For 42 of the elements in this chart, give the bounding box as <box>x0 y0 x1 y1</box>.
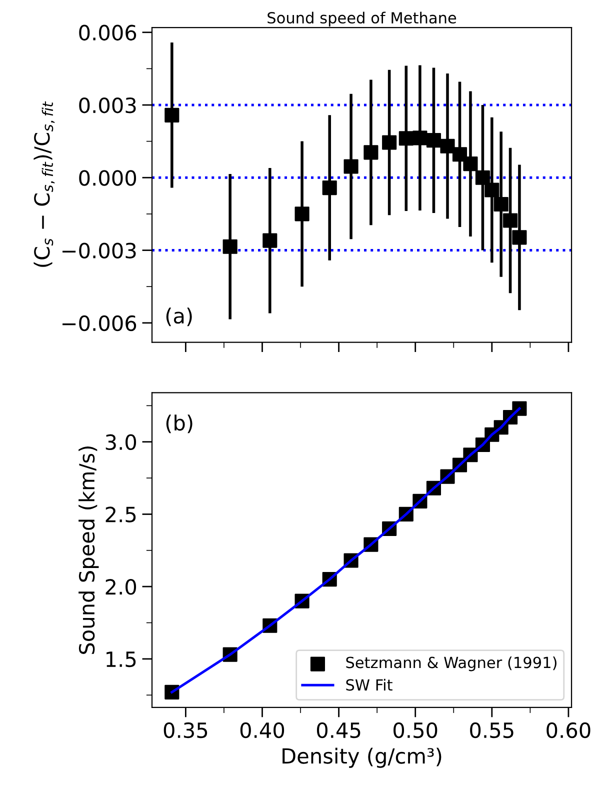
x-tick-label: 0.50 <box>394 722 438 738</box>
point <box>262 233 278 248</box>
point <box>294 206 310 222</box>
chart-title: Sound speed of Methane <box>268 12 456 27</box>
point <box>164 108 180 122</box>
annotation: (b) <box>166 414 192 434</box>
y-tick-label: 2.5 <box>106 506 136 522</box>
y-tick-label: 3.0 <box>106 434 136 450</box>
point <box>440 138 455 154</box>
x-axis-title: Density (g/cm³) <box>282 748 442 768</box>
point <box>222 239 238 254</box>
x-tick-label: 0.40 <box>240 722 284 738</box>
x-tick-label: 0.60 <box>546 722 590 738</box>
y-tick-label: 2.0 <box>106 579 136 595</box>
x-tick-label: 0.45 <box>316 722 360 738</box>
point <box>398 131 414 146</box>
y-tick-label: −0.003 <box>62 242 136 258</box>
x-tick-label: 0.35 <box>164 722 208 738</box>
y-tick-label: 0.000 <box>79 170 136 186</box>
point <box>494 196 508 212</box>
y-tick-label: 0.003 <box>79 97 136 114</box>
legend-label: SW Fit <box>346 678 392 691</box>
y-tick-label: 0.006 <box>79 24 136 41</box>
y-tick-label: 1.5 <box>106 652 136 668</box>
point <box>322 180 337 196</box>
y-axis-title: Sound Speed (km/s) <box>78 446 99 654</box>
point <box>512 230 527 245</box>
point <box>344 159 358 174</box>
annotation: (a) <box>166 308 192 326</box>
point <box>382 135 397 150</box>
point <box>426 133 442 148</box>
point <box>452 147 468 162</box>
point <box>364 145 378 160</box>
legend-label: Setzmann & Wagner (1991) <box>346 656 556 672</box>
point <box>412 130 428 146</box>
point <box>463 156 478 172</box>
y-tick-label: −0.006 <box>62 315 136 332</box>
point <box>484 182 500 198</box>
point <box>475 170 490 185</box>
point <box>502 213 518 228</box>
y-axis-title: (C$_{s}$ − C$_{s,fit}$)/C$_{s,fit}$ <box>34 101 55 267</box>
x-tick-label: 0.55 <box>470 722 514 738</box>
